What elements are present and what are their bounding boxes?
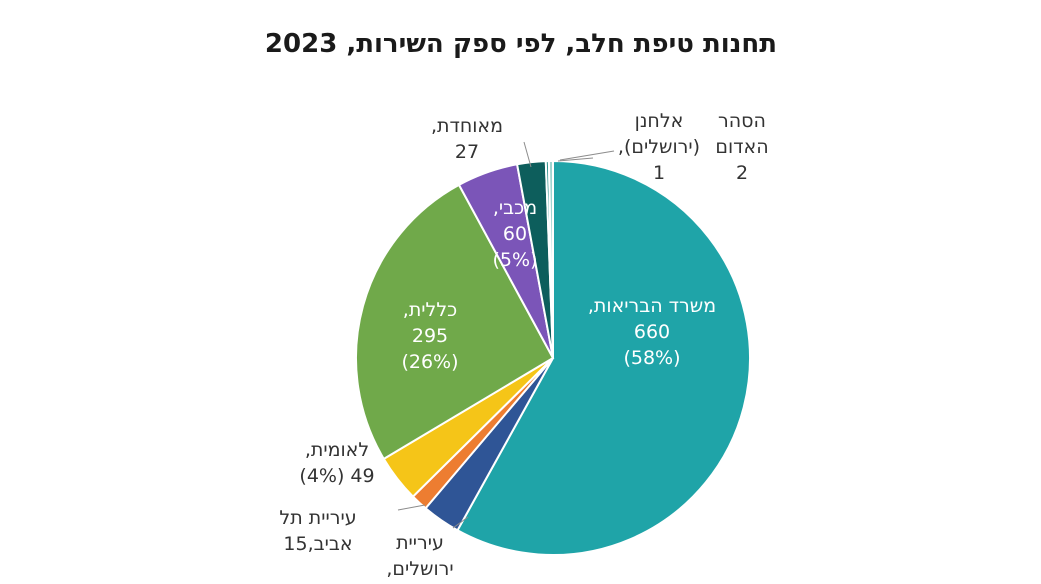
slice-label-line: אביב,15 — [283, 533, 352, 555]
slice-label-line: (ירושלים), — [618, 136, 700, 158]
slice-label-line: 1 — [653, 162, 665, 184]
slice-label-line: 60 — [503, 223, 527, 245]
slice-label-line: ירושלים, — [386, 558, 453, 580]
slice-label: לאומית, 49 (4%) — [299, 439, 374, 487]
slice-label: הסהר האדום 2 — [715, 110, 768, 184]
slice-label: עיריית תל אביב,15 — [279, 507, 356, 555]
slice-label-line: אלחנן — [635, 110, 684, 132]
slice-label-line: כללית, — [403, 299, 457, 321]
slice-label-line: (58%) — [623, 347, 680, 369]
slice-label-line: הסהר — [718, 110, 766, 132]
slice-label-line: 27 — [455, 141, 479, 163]
leader-line — [397, 504, 426, 511]
slice-label-line: 49 (4%) — [299, 465, 374, 487]
slice-label-line: משרד הבריאות, — [588, 295, 716, 317]
slice-label-line: (26%) — [401, 351, 458, 373]
slice-label-line: לאומית, — [305, 439, 369, 461]
leader-line — [557, 157, 594, 162]
slice-label: משרד הבריאות, 660 (58%) — [588, 295, 716, 369]
slice-label-line: מאוחדת, — [431, 115, 503, 137]
slice-label-line: 2 — [736, 162, 748, 184]
pie-slices — [355, 159, 751, 556]
chart-title: תחנות טיפת חלב, לפי ספק השירות, 2023 — [265, 29, 777, 59]
leader-line — [452, 516, 469, 529]
pie-slice — [547, 159, 554, 359]
pie-slice — [355, 183, 555, 461]
slice-label-line: האדום — [715, 136, 768, 158]
slice-label: אלחנן (ירושלים), 1 — [618, 110, 700, 184]
leader-lines — [397, 141, 615, 529]
slice-label: כללית, 295 (26%) — [401, 299, 458, 373]
slice-label-line: עיריית תל — [279, 507, 356, 529]
slice-label-line: מכבי, — [493, 197, 537, 219]
slice-label: מאוחדת, 27 — [431, 115, 503, 163]
slice-labels: משרד הבריאות, 660 (58%)עיריית ירושלים,עיריי… — [279, 110, 768, 580]
slice-label: מכבי, 60 (5%) — [493, 197, 538, 271]
slice-label-line: (5%) — [493, 249, 538, 271]
slice-label: עיריית ירושלים, — [386, 532, 453, 580]
pie-slice — [456, 159, 751, 556]
slice-label-line: 660 — [634, 321, 670, 343]
slice-label-line: עיריית — [396, 532, 444, 554]
leader-line — [559, 150, 615, 161]
slice-label-line: 295 — [412, 325, 448, 347]
leader-line — [523, 141, 532, 168]
